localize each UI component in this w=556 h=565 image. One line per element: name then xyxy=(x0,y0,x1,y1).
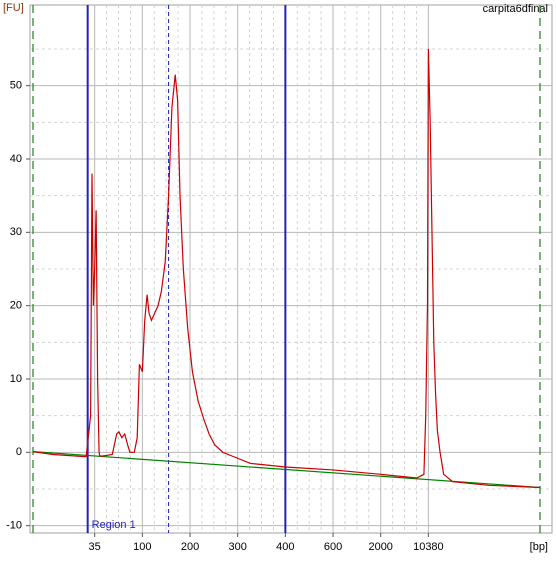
y-tick-label: 20 xyxy=(10,300,22,312)
x-tick-label: 2000 xyxy=(368,541,392,553)
y-tick-label: 10 xyxy=(10,373,22,385)
x-tick-label: 10380 xyxy=(413,541,444,553)
x-axis-label: [bp] xyxy=(530,541,548,553)
x-tick-label: 200 xyxy=(181,541,199,553)
region-label: Region 1 xyxy=(92,519,136,531)
x-tick-label: 35 xyxy=(89,541,101,553)
x-tick-label: 100 xyxy=(133,541,151,553)
x-tick-label: 600 xyxy=(324,541,342,553)
x-tick-label: 400 xyxy=(276,541,294,553)
data-line xyxy=(32,48,541,489)
chart-title: carpita6dfinal xyxy=(483,3,548,15)
y-axis-label: [FU] xyxy=(3,2,24,14)
y-tick-label: 0 xyxy=(16,446,22,458)
y-tick-label: 50 xyxy=(10,80,22,92)
y-tick-label: 30 xyxy=(10,226,22,238)
y-tick-label: 40 xyxy=(10,153,22,165)
x-tick-label: 300 xyxy=(229,541,247,553)
y-tick-label: -10 xyxy=(6,520,22,532)
